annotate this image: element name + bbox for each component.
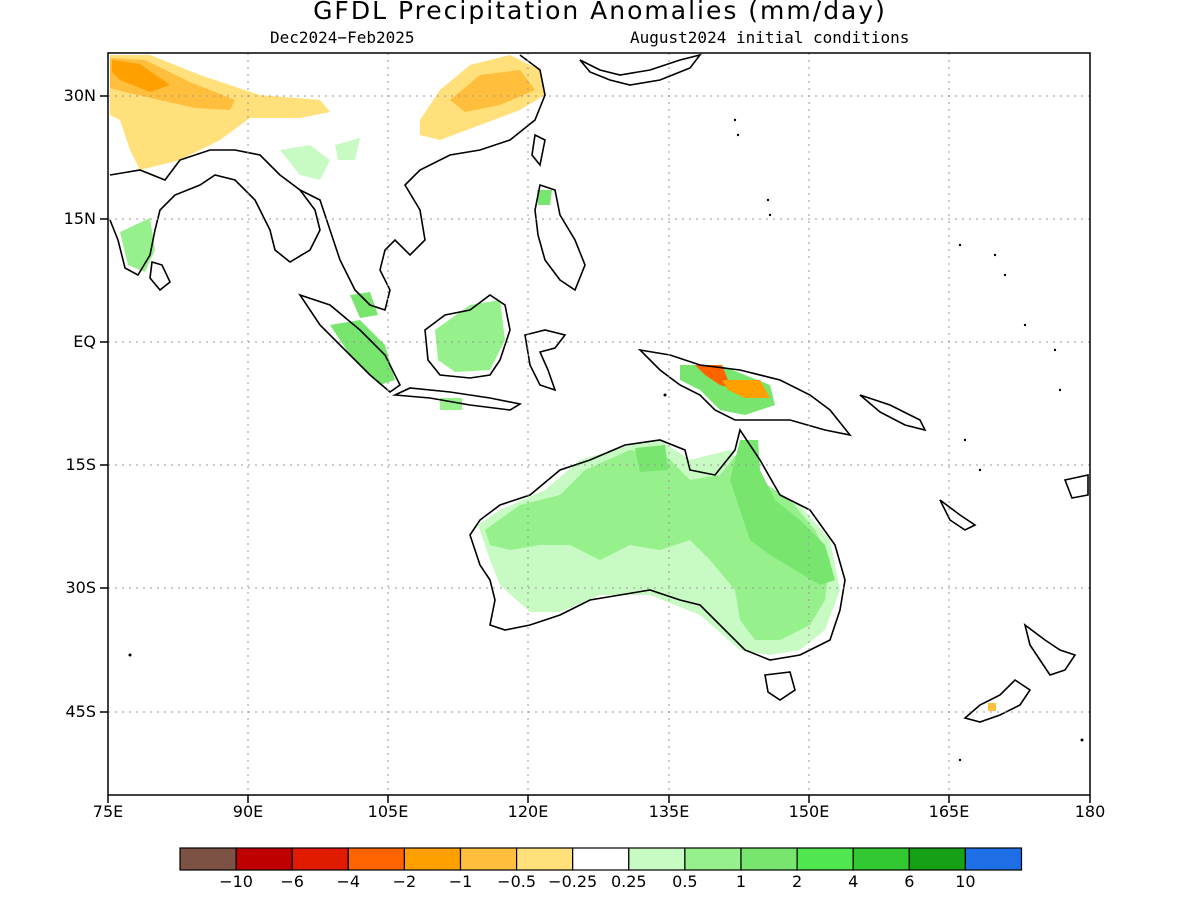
lon-label-120e: 120E: [507, 802, 549, 821]
coast-java: [391, 387, 523, 411]
wet-anomaly-indochina: [335, 138, 360, 160]
coast-australia: [469, 428, 846, 661]
colorbar-label: −1: [448, 872, 473, 891]
coast-new-zealand-south: [963, 678, 1032, 723]
colorbar-label: 1: [735, 872, 747, 891]
wet-anomaly-malaysia: [350, 292, 378, 318]
lon-label-135e: 135E: [648, 802, 690, 821]
lon-label-150e: 150E: [788, 802, 830, 821]
wet-anomaly-sumatra: [330, 320, 395, 385]
coast-philippines: [534, 183, 586, 292]
wet-anomaly-myanmar: [280, 145, 330, 180]
coast-taiwan: [531, 133, 546, 167]
colorbar-swatch: [964, 847, 1023, 871]
map-title: GFDL Precipitation Anomalies (mm/day): [313, 0, 887, 25]
colorbar-label: −0.5: [497, 872, 537, 891]
dry-anomaly-himalaya-strong: [112, 60, 170, 92]
lon-label-105e: 105E: [367, 802, 409, 821]
colorbar-label: 0.25: [610, 872, 647, 891]
wet-anomaly-india: [120, 218, 155, 272]
colorbar-swatch: [740, 847, 798, 871]
coast-india: [109, 149, 321, 277]
lon-label-165e: 165E: [928, 802, 970, 821]
colorbar-swatch: [179, 847, 237, 871]
colorbar-swatch: [235, 847, 293, 871]
colorbar-label: 2: [792, 872, 803, 891]
tick-marks: [100, 95, 1091, 803]
lat-label-45s: 45S: [65, 702, 96, 721]
lon-label-90e: 90E: [232, 802, 264, 821]
lat-label-15s: 15S: [65, 455, 96, 474]
dry-anomaly-new-guinea-edge: [722, 380, 770, 398]
wet-anomaly-philippines: [537, 190, 552, 205]
colorbar-swatch: [347, 847, 405, 871]
coast-fiji: [1063, 474, 1089, 499]
lat-label-30s: 30S: [65, 578, 96, 597]
colorbar-label: 0.5: [672, 872, 698, 891]
wet-anomaly-new-guinea: [680, 365, 775, 415]
wet-anomaly-australia-strong: [730, 440, 835, 585]
colorbar-swatch: [628, 847, 686, 871]
colorbar-label: −6: [280, 872, 304, 891]
colorbar-label: −10: [219, 872, 253, 891]
coast-tasmania: [764, 671, 796, 701]
lat-label-30n: 30N: [63, 86, 96, 105]
colorbar-swatch: [852, 847, 910, 871]
colorbar-label: −2: [392, 872, 417, 891]
initial-conditions-subtitle: August2024 initial conditions: [630, 28, 910, 47]
colorbar-swatch: [572, 847, 630, 871]
coastlines: [109, 53, 1089, 723]
plot-frame: [107, 52, 1091, 796]
lon-label-180: 180: [1074, 802, 1106, 821]
lon-label-75e: 75E: [92, 802, 124, 821]
coast-solomon-islands: [859, 394, 927, 432]
colorbar-swatch: [515, 847, 574, 871]
colorbar-swatch: [684, 847, 742, 871]
lat-label-eq: EQ: [73, 332, 96, 351]
coast-japan: [579, 53, 703, 86]
colorbar-label: −4: [336, 872, 361, 891]
plot-background: [108, 53, 1090, 795]
colorbar-label: 6: [904, 872, 915, 891]
colorbar-swatch: [291, 847, 349, 871]
wet-anomaly-borneo: [435, 300, 505, 372]
coast-sri-lanka: [149, 260, 171, 292]
coast-new-guinea: [637, 348, 852, 437]
colorbar-label: −0.25: [548, 872, 598, 891]
small-islands: [128, 118, 1084, 762]
anomaly-fields: [110, 55, 996, 711]
dry-anomaly-china-core: [450, 70, 535, 112]
dry-anomaly-new-zealand: [988, 703, 996, 711]
lat-label-15n: 15N: [63, 209, 96, 228]
colorbar-swatch: [796, 847, 854, 871]
coast-vanuatu-fiji: [939, 499, 977, 531]
colorbar-label: 10: [955, 872, 976, 891]
colorbar-swatch: [459, 847, 518, 871]
colorbar-swatch: [908, 847, 966, 871]
graticule: [108, 53, 1090, 795]
coast-new-zealand-north: [1023, 623, 1077, 676]
coast-sulawesi: [524, 329, 567, 392]
period-subtitle: Dec2024−Feb2025: [270, 28, 415, 47]
coast-sumatra: [298, 293, 402, 394]
colorbar-label: 4: [848, 872, 859, 891]
coast-se-asia: [299, 54, 546, 312]
coast-borneo: [424, 294, 511, 379]
colorbar-swatch: [403, 847, 462, 871]
colorbar: [179, 847, 1023, 871]
wet-anomaly-australia-north: [635, 445, 668, 472]
